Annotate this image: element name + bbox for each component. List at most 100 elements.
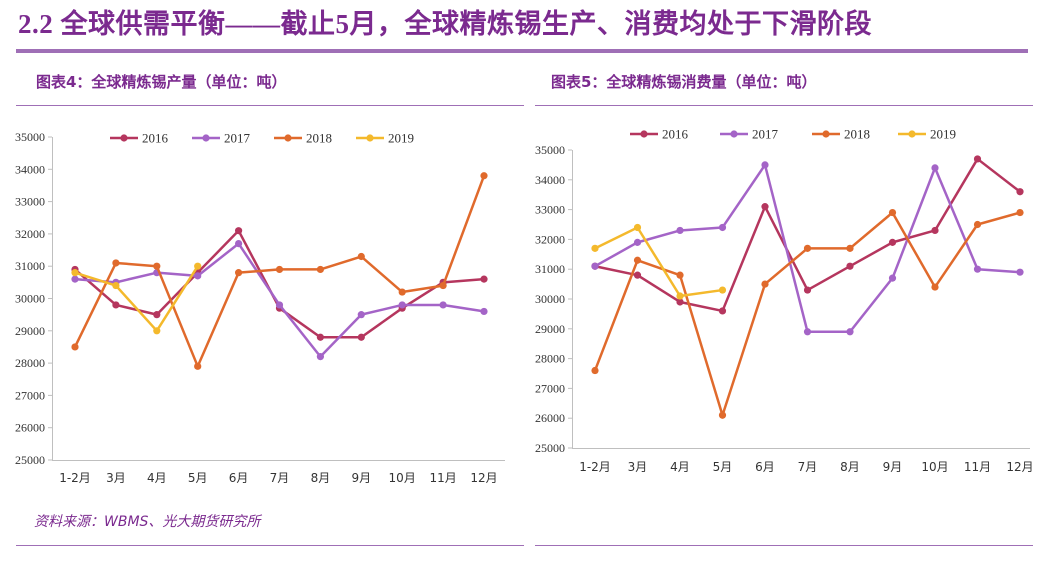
legend-label: 2017 — [224, 131, 251, 146]
data-point-2017 — [357, 311, 365, 319]
data-point-2018 — [888, 208, 897, 217]
chart-5-caption-rule — [535, 105, 1033, 106]
data-point-2016 — [235, 227, 243, 235]
data-point-2017 — [439, 301, 447, 309]
legend-swatch-marker — [822, 130, 830, 138]
data-point-2017 — [1016, 268, 1024, 276]
data-point-2017 — [633, 238, 642, 246]
x-tick-label: 8月 — [840, 460, 860, 474]
data-point-2016 — [676, 298, 684, 306]
data-point-2018 — [591, 366, 599, 375]
data-point-2018 — [275, 265, 284, 274]
data-point-2018 — [846, 244, 854, 252]
x-tick-label: 9月 — [351, 471, 371, 485]
data-point-2016 — [718, 307, 727, 315]
y-tick-label: 26000 — [535, 411, 565, 425]
legend-swatch-marker — [284, 134, 292, 142]
data-point-2019 — [71, 269, 79, 277]
x-tick-label: 7月 — [798, 460, 818, 474]
data-point-2018 — [357, 252, 365, 261]
data-point-2017 — [888, 274, 897, 282]
legend-item-2016: 2016 — [110, 131, 169, 146]
data-point-2018 — [803, 244, 812, 252]
x-tick-label: 3月 — [106, 471, 126, 485]
title-divider — [16, 49, 1028, 53]
series-line-2019 — [594, 226, 723, 298]
data-point-2016 — [973, 155, 982, 163]
data-point-2017 — [591, 262, 599, 270]
y-tick-label: 34000 — [15, 162, 45, 176]
data-point-2017 — [718, 223, 727, 232]
x-tick-label: 10月 — [389, 471, 416, 485]
legend-swatch-marker — [366, 134, 374, 142]
data-point-2019 — [112, 281, 120, 290]
legend-label: 2018 — [844, 127, 870, 142]
data-point-2016 — [357, 333, 365, 341]
y-tick-label: 32000 — [15, 227, 45, 241]
chart-4-caption-rule — [16, 105, 524, 106]
x-tick-label: 5月 — [188, 471, 208, 485]
y-tick-label: 26000 — [15, 421, 45, 435]
data-point-2018 — [1016, 208, 1024, 217]
data-point-2016 — [1016, 188, 1024, 196]
data-point-2018 — [931, 283, 939, 291]
y-tick-label: 33000 — [535, 203, 565, 217]
page-title: 2.2 全球供需平衡——截止5月，全球精炼锡生产、消费均处于下滑阶段 — [18, 9, 872, 39]
legend-label: 2016 — [662, 127, 689, 142]
chart-5-consumption: 25000 26000 27000 28000 29000 30000 31000 32000… — [535, 127, 1034, 475]
data-point-2017 — [480, 307, 488, 316]
legend-label: 2017 — [752, 127, 779, 142]
legend-label: 2019 — [930, 127, 956, 142]
data-point-2019 — [633, 223, 642, 232]
y-tick-label: 29000 — [15, 324, 45, 338]
series-2019 — [591, 223, 727, 300]
x-tick-label: 11月 — [429, 471, 456, 485]
x-tick-label: 6月 — [229, 471, 249, 485]
data-point-2018 — [194, 362, 202, 370]
x-tick-label: 1-2月 — [59, 471, 91, 485]
legend-item-2019: 2019 — [898, 127, 956, 142]
y-tick-label: 25000 — [15, 453, 45, 467]
data-point-2018 — [718, 411, 727, 419]
legend-label: 2018 — [306, 131, 332, 146]
data-point-2019 — [676, 292, 684, 300]
legend-item-2017: 2017 — [720, 127, 779, 142]
series-2017 — [591, 161, 1024, 336]
data-point-2017 — [761, 161, 769, 169]
legend-swatch-marker — [202, 134, 210, 142]
x-tick-label: 11月 — [964, 460, 991, 474]
y-tick-label: 32000 — [535, 232, 565, 246]
series-2017 — [71, 239, 488, 361]
x-tick-label: 6月 — [755, 460, 775, 474]
y-tick-label: 31000 — [535, 262, 565, 276]
series-line-2017 — [74, 242, 485, 358]
legend-label: 2019 — [388, 131, 414, 146]
data-point-2016 — [112, 301, 120, 309]
data-point-2019 — [718, 286, 727, 294]
data-point-2018 — [439, 281, 447, 290]
y-tick-label: 35000 — [15, 130, 45, 144]
data-point-2016 — [633, 271, 642, 279]
data-point-2019 — [153, 327, 161, 335]
x-tick-label: 7月 — [270, 471, 290, 485]
data-point-2016 — [931, 226, 939, 235]
data-point-2016 — [846, 262, 854, 270]
data-point-2018 — [480, 172, 488, 180]
y-tick-label: 35000 — [535, 143, 565, 157]
legend-item-2019: 2019 — [356, 131, 414, 146]
data-point-2017 — [846, 328, 854, 336]
data-point-2017 — [398, 301, 406, 309]
y-tick-label: 33000 — [15, 195, 45, 209]
source-note: 资料来源：WBMS、光大期货研究所 — [34, 514, 261, 530]
bottom-rule-left — [16, 545, 524, 546]
x-tick-label: 9月 — [883, 460, 903, 474]
series-2018 — [591, 208, 1024, 419]
series-2019 — [71, 262, 202, 335]
data-point-2017 — [803, 328, 812, 336]
legend-item-2017: 2017 — [192, 131, 251, 146]
legend-item-2018: 2018 — [812, 127, 870, 142]
legend-item-2016: 2016 — [630, 127, 689, 142]
data-point-2017 — [316, 353, 324, 361]
data-point-2017 — [275, 301, 284, 309]
chart-4-caption: 图表4：全球精炼锡产量（单位：吨） — [36, 73, 287, 91]
